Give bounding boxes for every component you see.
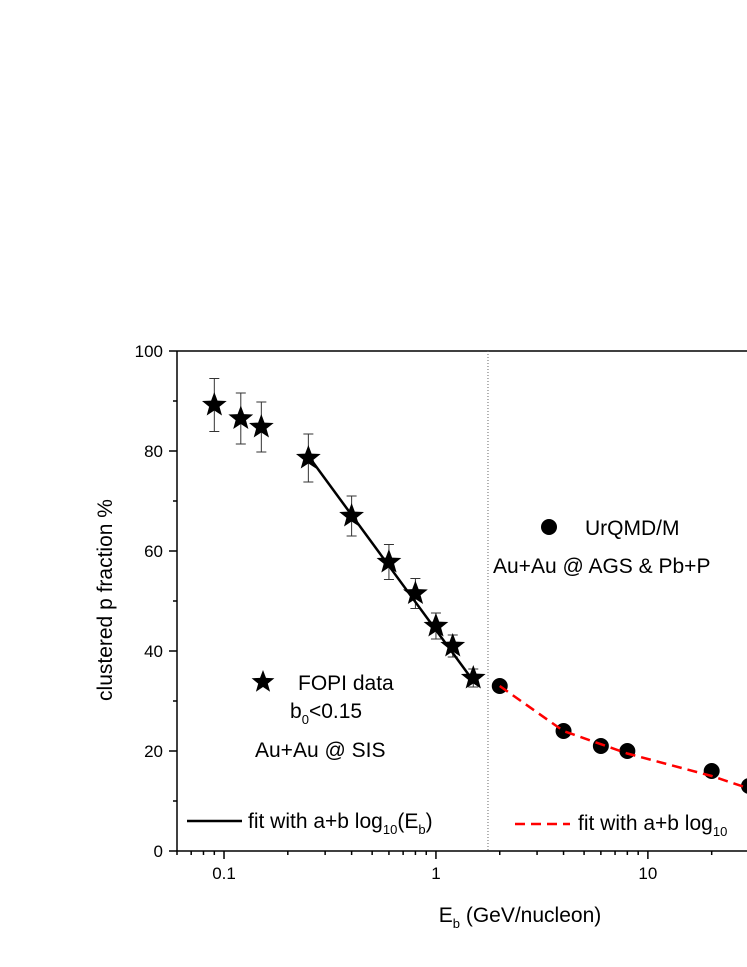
star-marker (423, 613, 449, 637)
text-part: ) (426, 810, 433, 833)
text-part: Au+Au @ AGS & Pb+P (493, 555, 710, 578)
text-part: Au+Au @ SIS (255, 739, 385, 762)
annotation: Au+Au @ AGS & Pb+P (493, 555, 710, 578)
subscript: 10 (383, 822, 397, 837)
y-tick-label: 20 (144, 742, 163, 761)
y-axis-label: clustered p fraction % (94, 499, 117, 701)
text-part: <0.15 (309, 700, 362, 723)
text-part: fit with a+b log (248, 810, 383, 833)
legend-label: UrQMD/M (585, 517, 679, 540)
legend-label: fit with a+b log10 (578, 812, 727, 839)
text-part: (GeV/nucleon) (460, 904, 601, 927)
circle-marker (741, 778, 747, 794)
circle-marker (592, 738, 609, 754)
y-tick-label: 80 (144, 442, 163, 461)
subscript: b (453, 916, 460, 931)
legend-circle (541, 519, 557, 535)
subscript: 0 (302, 712, 309, 727)
star-marker (440, 633, 466, 657)
star-marker (228, 405, 254, 429)
annotation: Au+Au @ SIS (255, 739, 385, 762)
text-part: (E (397, 810, 418, 833)
y-tick-label: 100 (135, 342, 163, 361)
circle-marker (619, 743, 636, 759)
x-tick-label: 1 (431, 864, 440, 883)
y-tick-label: 0 (154, 842, 163, 861)
text-part: fit with a+b log (578, 812, 713, 835)
star-marker (376, 549, 402, 573)
subscript: 10 (713, 824, 727, 839)
legend-label: fit with a+b log10(Eb) (248, 810, 433, 837)
star-marker (403, 580, 428, 604)
star-marker (249, 414, 274, 438)
fit-line (307, 455, 475, 682)
star-marker (202, 392, 227, 416)
legend-label: FOPI data (298, 672, 394, 695)
x-tick-label: 10 (638, 864, 657, 883)
circle-marker (555, 723, 572, 739)
legend-star (251, 670, 275, 692)
annotation: b0<0.15 (290, 700, 362, 727)
text-part: E (439, 904, 453, 927)
star-marker (460, 665, 486, 689)
text-part: b (290, 700, 302, 723)
x-axis-label: Eb (GeV/nucleon) (439, 904, 602, 931)
y-tick-label: 40 (144, 642, 163, 661)
fit-line (498, 684, 747, 790)
y-tick-label: 60 (144, 542, 163, 561)
x-tick-label: 0.1 (212, 864, 236, 883)
subscript: b (418, 822, 425, 837)
